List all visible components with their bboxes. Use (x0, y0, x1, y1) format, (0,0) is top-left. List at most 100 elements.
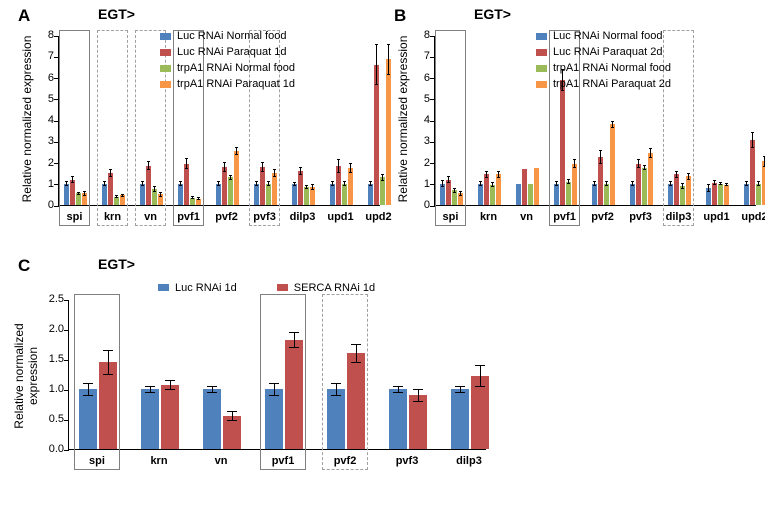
error-cap (441, 180, 444, 181)
error-cap (593, 185, 596, 186)
bar (409, 395, 427, 449)
error-cap (153, 191, 156, 192)
error-cap (475, 386, 486, 387)
bar (108, 173, 113, 205)
legend-label: Luc RNAi 1d (175, 282, 237, 294)
y-tick (54, 121, 59, 122)
bar (668, 184, 673, 205)
error-cap (491, 182, 494, 183)
error-cap (83, 195, 86, 196)
error-bar (600, 151, 601, 164)
x-category-label: pvf1 (172, 211, 205, 223)
error-cap (197, 199, 200, 200)
error-cap (455, 386, 466, 387)
chart-title: EGT> (98, 256, 135, 272)
error-cap (77, 192, 80, 193)
y-tick-label: 2.5 (38, 293, 64, 305)
error-cap (255, 181, 258, 182)
error-cap (299, 167, 302, 168)
bar (630, 184, 635, 205)
error-cap (751, 147, 754, 148)
error-cap (305, 185, 308, 186)
error-cap (185, 158, 188, 159)
legend-label: Luc RNAi Paraquat 1d (177, 46, 286, 58)
y-tick (54, 142, 59, 143)
legend-swatch (160, 65, 171, 72)
x-category-label: pvf3 (624, 211, 657, 223)
error-cap (109, 176, 112, 177)
error-cap (475, 365, 486, 366)
legend-swatch (536, 49, 547, 56)
bar (64, 184, 69, 205)
x-category-label: vn (197, 455, 245, 467)
x-category-label: vn (134, 211, 167, 223)
y-tick (430, 142, 435, 143)
panel-C: CEGT>Relative normalized expression0.00.… (18, 256, 498, 496)
error-cap (217, 181, 220, 182)
error-cap (71, 182, 74, 183)
error-bar (338, 159, 339, 172)
error-cap (269, 395, 280, 396)
legend-label: SERCA RNAi 1d (294, 282, 375, 294)
error-cap (719, 182, 722, 183)
error-cap (447, 176, 450, 177)
y-tick (54, 163, 59, 164)
error-cap (197, 197, 200, 198)
error-cap (351, 344, 362, 345)
x-category-label: upd1 (324, 211, 357, 223)
bar (146, 166, 151, 205)
error-cap (165, 389, 176, 390)
error-cap (745, 185, 748, 186)
x-category-label: upd2 (738, 211, 765, 223)
error-bar (752, 133, 753, 148)
y-tick (430, 78, 435, 79)
y-tick-label: 6 (28, 72, 54, 84)
bar (285, 340, 303, 449)
error-cap (261, 171, 264, 172)
y-tick (54, 206, 59, 207)
error-cap (605, 185, 608, 186)
bar (348, 168, 353, 205)
bar (368, 184, 373, 205)
error-cap (447, 182, 450, 183)
error-cap (757, 185, 760, 186)
error-cap (393, 392, 404, 393)
error-cap (83, 191, 86, 192)
error-cap (229, 179, 232, 180)
error-cap (121, 196, 124, 197)
error-cap (725, 183, 728, 184)
y-tick (54, 184, 59, 185)
y-tick-label: 2 (404, 157, 430, 169)
error-cap (293, 185, 296, 186)
error-cap (713, 184, 716, 185)
error-cap (649, 157, 652, 158)
error-cap (293, 182, 296, 183)
error-cap (141, 185, 144, 186)
bar (234, 151, 239, 205)
legend-swatch (160, 81, 171, 88)
error-cap (593, 181, 596, 182)
bar (516, 184, 521, 205)
y-tick (430, 57, 435, 58)
bar (566, 182, 571, 205)
bar (386, 59, 391, 205)
error-cap (179, 185, 182, 186)
legend-item: Luc RNAi Normal food (536, 28, 671, 44)
x-category-label: krn (96, 211, 129, 223)
x-category-label: spi (58, 211, 91, 223)
bar (522, 169, 527, 205)
error-cap (413, 389, 424, 390)
bar (79, 389, 97, 449)
error-cap (491, 186, 494, 187)
legend-item: trpA1 RNAi Normal food (160, 60, 295, 76)
error-cap (217, 185, 220, 186)
y-tick-label: 0 (28, 199, 54, 211)
error-cap (441, 186, 444, 187)
error-cap (387, 74, 390, 75)
legend-swatch (277, 284, 288, 291)
error-cap (485, 171, 488, 172)
x-category-label: spi (434, 211, 467, 223)
error-cap (713, 180, 716, 181)
y-tick (64, 390, 69, 391)
bar (99, 362, 117, 449)
